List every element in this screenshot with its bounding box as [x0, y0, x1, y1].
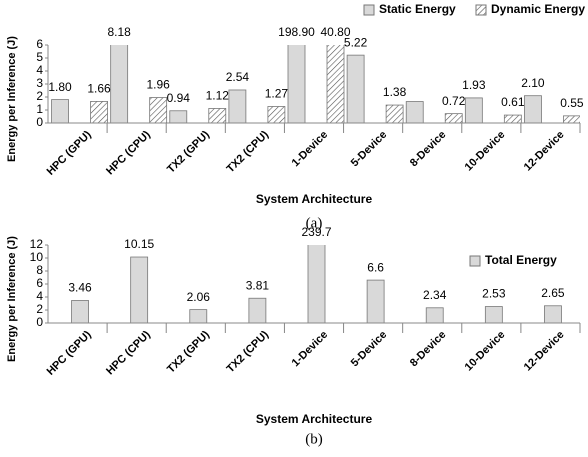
x-axis-title: System Architecture: [256, 412, 373, 426]
bar: [149, 97, 168, 124]
legend-label: Static Energy: [379, 2, 456, 16]
y-tick-label: 10: [30, 250, 44, 264]
bar: [346, 54, 365, 124]
caption: (b): [305, 431, 323, 447]
bar: [169, 110, 188, 124]
data-label: 1.80: [48, 80, 72, 94]
data-label: 1.38: [383, 85, 407, 99]
x-tick-label: TX2 (CPU): [225, 128, 272, 175]
bar: [444, 113, 463, 124]
bar: [524, 95, 542, 124]
data-label: 10.15: [124, 237, 154, 251]
x-tick-label: 12-Device: [522, 129, 567, 174]
data-label: 1.93: [462, 78, 486, 92]
y-tick-label: 6: [36, 276, 43, 290]
x-tick-label: TX2 (GPU): [165, 128, 212, 175]
y-tick-label: 0: [36, 315, 43, 329]
x-tick-label: 10-Device: [463, 129, 508, 174]
data-label: 2.53: [482, 287, 506, 301]
x-tick-label: 5-Device: [349, 329, 389, 369]
data-label: 5.22: [344, 35, 368, 49]
x-tick-label: 8-Device: [408, 329, 448, 369]
bar: [51, 99, 69, 124]
data-label: 8.18: [107, 25, 131, 39]
data-label: 0.61: [501, 95, 525, 109]
data-label: 2.10: [521, 76, 545, 90]
x-tick-label: 8-Device: [408, 129, 448, 169]
legend-label: Total Energy: [485, 253, 557, 267]
y-tick-label: 4: [36, 289, 43, 303]
legend-swatch: [475, 4, 487, 16]
caption: (a): [306, 215, 323, 231]
y-tick-label: 1: [36, 102, 43, 116]
legend-label: Dynamic Energy: [491, 2, 585, 16]
bar: [405, 101, 424, 124]
data-label: 239.7: [301, 225, 331, 239]
legend-swatch: [469, 255, 481, 267]
y-tick-label: 12: [30, 237, 44, 251]
data-label: 1.27: [265, 87, 289, 101]
plot: [71, 245, 562, 324]
data-label: 2.06: [187, 290, 211, 304]
bar: [267, 106, 286, 124]
y-axis-title: Energy per Inference (J): [6, 236, 18, 362]
x-tick-label: 1-Device: [290, 329, 330, 369]
x-tick-label: 1-Device: [290, 129, 330, 169]
x-tick-label: TX2 (CPU): [225, 328, 272, 375]
bar: [366, 279, 385, 324]
bar: [326, 45, 345, 124]
bar: [484, 306, 503, 324]
bar: [307, 245, 326, 324]
bar: [248, 297, 267, 324]
x-tick-label: HPC (CPU): [104, 328, 153, 377]
x-axis-title: System Architecture: [256, 192, 373, 206]
x-tick-label: TX2 (GPU): [165, 328, 212, 375]
data-label: 2.54: [226, 70, 250, 84]
x-tick-label: 12-Device: [522, 329, 567, 374]
data-label: 3.81: [246, 278, 270, 292]
x-tick-label: HPC (GPU): [45, 328, 94, 377]
bar: [563, 115, 580, 124]
data-label: 3.46: [68, 281, 92, 295]
data-label: 2.34: [423, 288, 447, 302]
data-label: 1.66: [87, 82, 111, 96]
plot: [51, 45, 580, 124]
bar: [189, 309, 208, 324]
bar: [130, 256, 149, 324]
legend-swatch: [363, 4, 375, 16]
bar: [425, 307, 444, 324]
data-label: 6.6: [367, 260, 384, 274]
data-label: 1.12: [206, 89, 230, 103]
x-tick-label: 5-Device: [349, 129, 389, 169]
bar: [503, 114, 522, 124]
bar: [544, 305, 562, 324]
y-axis-title: Energy per Inference (J): [6, 36, 18, 162]
y-tick-label: 2: [36, 89, 43, 103]
bar: [385, 104, 404, 124]
data-label: 40.80: [320, 25, 350, 39]
data-label: 0.55: [560, 96, 584, 110]
y-tick-label: 8: [36, 263, 43, 277]
bar: [464, 97, 483, 124]
data-label: 198.90: [278, 25, 315, 39]
data-label: 0.94: [167, 91, 191, 105]
data-label: 1.96: [146, 78, 170, 92]
bar: [208, 108, 227, 124]
bar: [71, 300, 89, 324]
y-tick-label: 6: [36, 37, 43, 51]
y-tick-label: 2: [36, 302, 43, 316]
bar: [90, 101, 108, 124]
data-label: 0.72: [442, 94, 466, 108]
data-label: 2.65: [541, 286, 565, 300]
y-tick-label: 3: [36, 76, 43, 90]
x-tick-label: HPC (GPU): [45, 128, 94, 177]
x-tick-label: 10-Device: [463, 329, 508, 374]
x-tick-label: HPC (CPU): [104, 128, 153, 177]
bar: [287, 45, 306, 124]
bar: [228, 89, 247, 124]
y-tick-label: 5: [36, 50, 43, 64]
y-tick-label: 0: [36, 115, 43, 129]
y-tick-label: 4: [36, 63, 43, 77]
